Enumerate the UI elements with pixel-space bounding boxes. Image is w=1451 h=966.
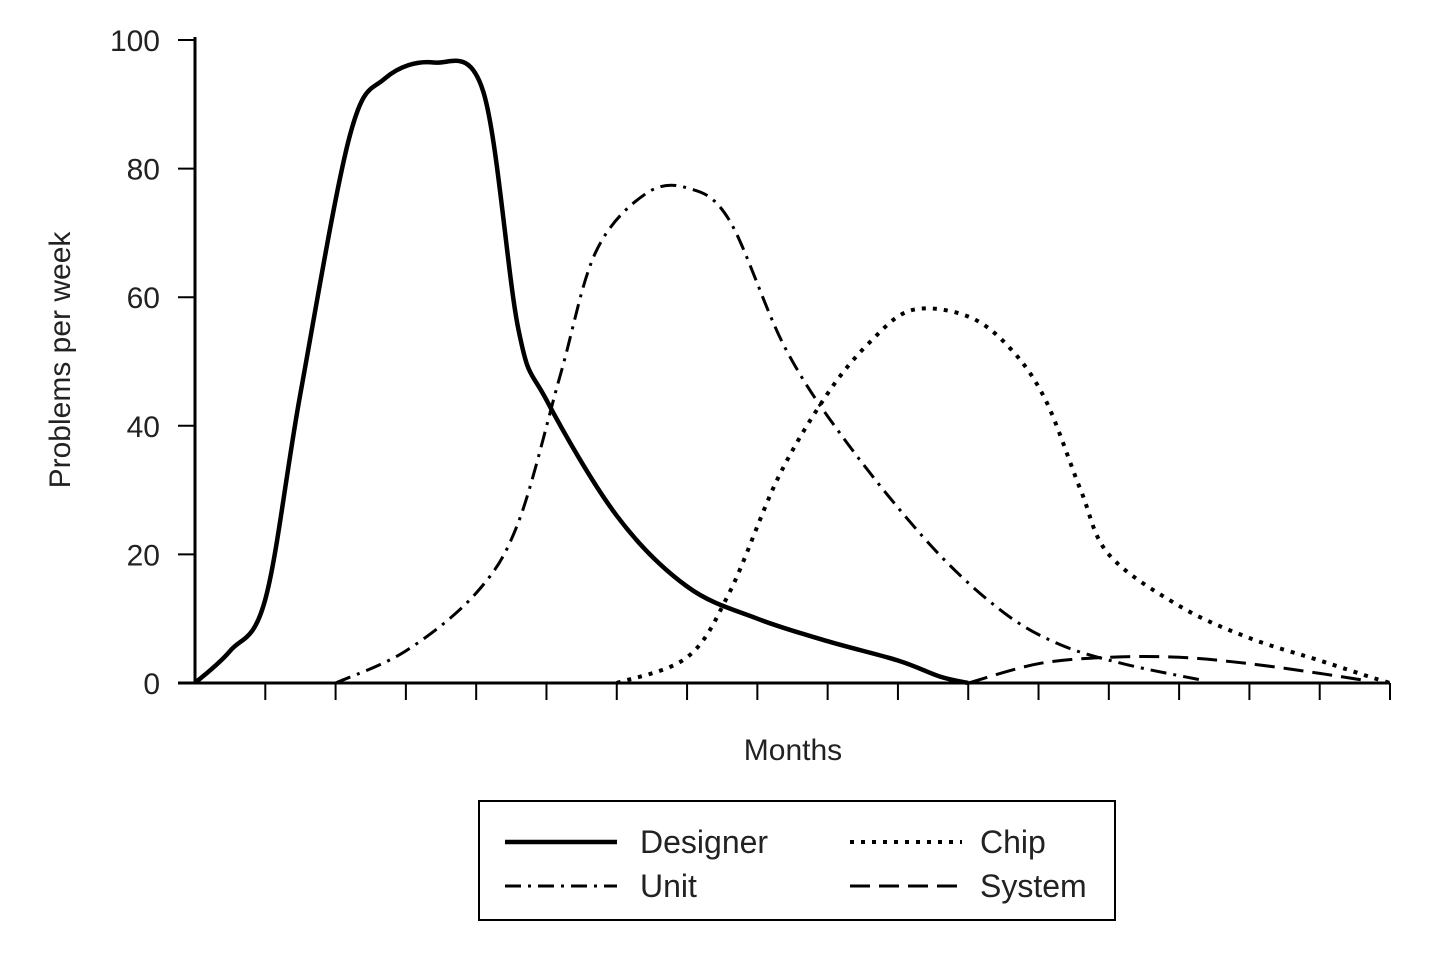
y-tick-label: 60 [127,282,160,315]
series-line-chip [616,306,1391,685]
x-axis: Months [178,681,1391,767]
legend-label-system: System [980,868,1087,904]
legend-label-unit: Unit [640,868,697,904]
x-axis-title: Months [744,734,842,767]
series-layer [193,58,1391,686]
legend-label-designer: Designer [640,824,768,860]
y-ticks: 0 20 40 60 80 100 [110,25,195,701]
y-axis: 0 20 40 60 80 100 Problems per week [44,25,197,701]
x-ticks [264,683,1391,700]
series-line-system [967,654,1370,685]
y-tick-label: 100 [110,25,160,58]
legend-label-chip: Chip [980,824,1046,860]
y-axis-title: Problems per week [44,231,77,489]
legend: Designer Unit Chip System [478,800,1116,921]
legend-box [478,800,1116,921]
y-tick-label: 0 [143,668,160,701]
y-tick-label: 80 [127,154,160,187]
series-line-unit [334,183,1201,685]
y-tick-label: 40 [127,411,160,444]
series-line-designer [193,58,969,686]
y-tick-label: 20 [127,539,160,572]
